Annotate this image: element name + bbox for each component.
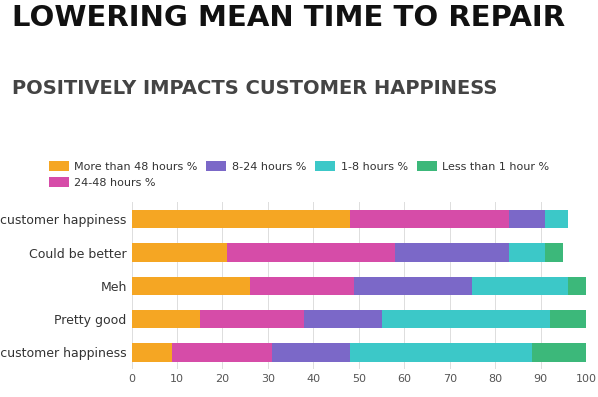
Bar — [132, 310, 200, 328]
Bar — [550, 310, 586, 328]
Bar — [132, 210, 350, 228]
Bar — [472, 277, 568, 295]
Bar — [509, 210, 545, 228]
Bar — [200, 310, 304, 328]
Bar — [545, 243, 563, 262]
Bar — [172, 343, 273, 362]
Bar — [132, 343, 172, 362]
Bar — [350, 210, 509, 228]
Bar — [509, 243, 545, 262]
Text: LOWERING MEAN TIME TO REPAIR: LOWERING MEAN TIME TO REPAIR — [12, 4, 565, 32]
Text: POSITIVELY IMPACTS CUSTOMER HAPPINESS: POSITIVELY IMPACTS CUSTOMER HAPPINESS — [12, 79, 498, 98]
Bar — [568, 277, 586, 295]
Bar — [395, 243, 509, 262]
Bar — [532, 343, 586, 362]
Bar — [132, 243, 227, 262]
Bar — [250, 277, 354, 295]
Bar — [273, 343, 350, 362]
Bar — [545, 210, 568, 228]
Bar — [354, 277, 472, 295]
Bar — [227, 243, 395, 262]
Bar — [350, 343, 532, 362]
Legend: More than 48 hours %, 24-48 hours %, 8-24 hours %, 1-8 hours %, Less than 1 hour: More than 48 hours %, 24-48 hours %, 8-2… — [48, 162, 550, 188]
Bar — [382, 310, 550, 328]
Bar — [132, 277, 250, 295]
Bar — [304, 310, 382, 328]
